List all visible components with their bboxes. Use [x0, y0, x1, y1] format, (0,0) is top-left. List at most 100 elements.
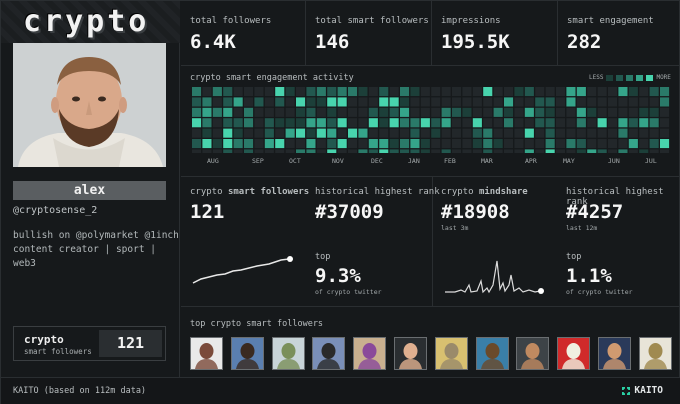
rank-title: historical highest rank [315, 187, 440, 197]
follower-avatar[interactable] [271, 337, 305, 370]
heatmap-cell [337, 87, 347, 97]
heatmap-cell [264, 139, 274, 149]
heatmap-cell [192, 87, 202, 97]
heatmap-cell [264, 128, 274, 138]
heatmap-cell [212, 97, 222, 107]
heatmap-cell [524, 97, 534, 107]
kaito-brand[interactable]: KAITO [621, 385, 663, 396]
heatmap-cell [535, 139, 545, 149]
heatmap-cell [556, 149, 566, 153]
heatmap-cell [628, 139, 638, 149]
followers-growth-sparkline [192, 256, 293, 284]
heatmap-cell [379, 128, 389, 138]
follower-avatar[interactable] [557, 337, 591, 370]
follower-avatar[interactable] [434, 337, 468, 370]
heatmap-cell [452, 139, 462, 149]
heatmap-cell [504, 97, 514, 107]
heatmap-cell [306, 128, 316, 138]
heatmap-cell [348, 118, 358, 128]
follower-avatar[interactable] [353, 337, 387, 370]
heatmap-cell [493, 139, 503, 149]
heatmap-cell [628, 107, 638, 117]
heatmap-cell [410, 87, 420, 97]
heatmap-legend: LESS MORE [589, 74, 671, 81]
heatmap-cell [379, 139, 389, 149]
heatmap-cell [420, 87, 430, 97]
follower-avatar[interactable] [190, 337, 223, 370]
follower-avatar[interactable] [230, 337, 264, 370]
heatmap-cell [639, 128, 649, 138]
heatmap-cell [441, 118, 451, 128]
heatmap-cell [483, 149, 493, 153]
footer: KAITO (based on 112m data) KAITO [1, 377, 680, 404]
heatmap-cell [566, 87, 576, 97]
heatmap-cell [223, 128, 233, 138]
heatmap-cell [296, 118, 306, 128]
heatmap-cell [618, 128, 628, 138]
heatmap-cell [452, 87, 462, 97]
follower-avatar[interactable] [475, 337, 509, 370]
profile-handle[interactable]: @cryptosense_2 [13, 205, 98, 216]
heatmap-cell [618, 87, 628, 97]
heatmap-cell [306, 149, 316, 153]
heatmap-cell [483, 97, 493, 107]
heatmap-cell [410, 97, 420, 107]
follower-avatar[interactable] [516, 337, 550, 370]
heatmap-cell [212, 128, 222, 138]
heatmap-cell [472, 107, 482, 117]
heatmap-cell [618, 139, 628, 149]
heatmap-cell [192, 139, 202, 149]
heatmap-cell [389, 149, 399, 153]
heatmap-cell [472, 118, 482, 128]
legend-swatch [606, 74, 614, 81]
heatmap-cell [316, 149, 326, 153]
heatmap-cell [431, 149, 441, 153]
follower-avatar[interactable] [638, 337, 672, 370]
heatmap-cell [254, 97, 264, 107]
heatmap-cell [285, 128, 295, 138]
heatmap-cell [275, 97, 285, 107]
heatmap-cell [576, 87, 586, 97]
follower-avatar[interactable] [312, 337, 346, 370]
heatmap-title: crypto smart engagement activity [190, 73, 354, 83]
heatmap-cell [285, 97, 295, 107]
month-label: NOV [332, 157, 344, 165]
heatmap-cell [192, 118, 202, 128]
heatmap-cell [192, 149, 202, 153]
heatmap-cell [244, 118, 254, 128]
panel-title-bold: smart followers [227, 187, 310, 197]
heatmap-cell [389, 118, 399, 128]
heatmap-cell [400, 87, 410, 97]
heatmap-cell [389, 139, 399, 149]
heatmap-cell [556, 118, 566, 128]
heatmap-cell [639, 97, 649, 107]
profile-bio: bullish on @polymarket @1inch content cr… [13, 229, 179, 271]
heatmap-cell [504, 139, 514, 149]
heatmap-cell [472, 87, 482, 97]
heatmap-cell [628, 128, 638, 138]
heatmap-cell [556, 87, 566, 97]
heatmap-cell [233, 128, 243, 138]
heatmap-cell [389, 87, 399, 97]
heatmap-cell [524, 107, 534, 117]
heatmap-cell [192, 128, 202, 138]
heatmap-cell [327, 139, 337, 149]
heatmap-cell [358, 87, 368, 97]
heatmap-cell [358, 149, 368, 153]
heatmap-cell [400, 97, 410, 107]
heatmap-cell [597, 87, 607, 97]
heatmap-cell [254, 87, 264, 97]
heatmap-cell [348, 149, 358, 153]
follower-avatar[interactable] [598, 337, 631, 370]
follower-avatar[interactable] [394, 337, 427, 370]
month-label: MAY [563, 157, 575, 165]
heatmap-cell [649, 107, 659, 117]
heatmap-cell [524, 139, 534, 149]
heatmap-cell [264, 149, 274, 153]
heatmap-cell [379, 87, 389, 97]
rank-title: historical highest rank [566, 187, 664, 207]
heatmap-cell [337, 149, 347, 153]
heatmap-cell [566, 139, 576, 149]
heatmap-cell [576, 149, 586, 153]
heatmap-cell [524, 149, 534, 153]
